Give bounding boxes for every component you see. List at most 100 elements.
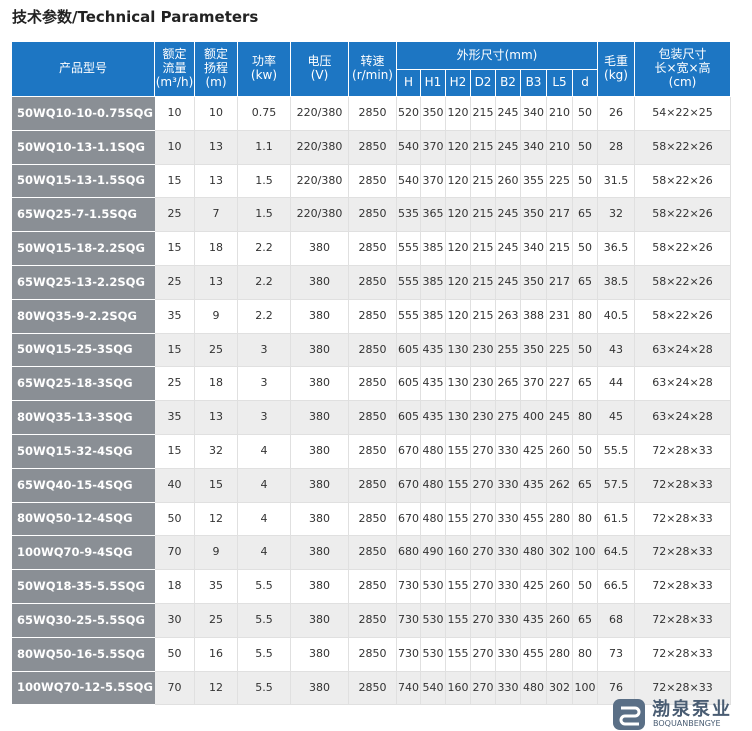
data-cell: 350 bbox=[521, 198, 547, 233]
data-cell: 555 bbox=[397, 232, 421, 266]
data-cell: 330 bbox=[496, 637, 521, 672]
data-cell: 730 bbox=[397, 570, 421, 604]
data-cell: 10 bbox=[155, 97, 195, 131]
data-cell: 2850 bbox=[349, 266, 397, 300]
data-cell: 380 bbox=[291, 367, 349, 402]
data-cell: 227 bbox=[547, 367, 573, 402]
data-cell: 5.5 bbox=[238, 604, 291, 638]
data-cell: 12 bbox=[195, 502, 238, 537]
data-cell: 605 bbox=[397, 333, 421, 368]
data-cell: 280 bbox=[547, 502, 573, 537]
data-cell: 4 bbox=[238, 468, 291, 503]
data-cell: 385 bbox=[421, 232, 446, 266]
data-cell: 4 bbox=[238, 536, 291, 571]
data-cell: 520 bbox=[397, 97, 421, 131]
data-cell: 230 bbox=[471, 333, 496, 368]
data-cell: 2850 bbox=[349, 435, 397, 469]
data-cell: 72×28×33 bbox=[635, 671, 731, 706]
data-cell: 61.5 bbox=[598, 502, 635, 537]
data-cell: 15 bbox=[155, 435, 195, 469]
data-cell: 50 bbox=[573, 333, 598, 368]
data-cell: 330 bbox=[496, 536, 521, 571]
data-cell: 28 bbox=[598, 130, 635, 165]
data-cell: 380 bbox=[291, 637, 349, 672]
header-cell: 额定 扬程 (m) bbox=[195, 42, 238, 97]
data-cell: 58×22×26 bbox=[635, 232, 731, 266]
data-cell: 302 bbox=[547, 671, 573, 706]
data-cell: 65 bbox=[573, 367, 598, 402]
model-cell: 100WQ70-9-4SQG bbox=[12, 536, 155, 571]
data-cell: 40 bbox=[155, 468, 195, 503]
data-cell: 2850 bbox=[349, 130, 397, 165]
data-cell: 455 bbox=[521, 637, 547, 672]
data-cell: 230 bbox=[471, 367, 496, 402]
data-cell: 535 bbox=[397, 198, 421, 233]
data-cell: 540 bbox=[397, 164, 421, 199]
data-cell: 58×22×26 bbox=[635, 164, 731, 199]
data-cell: 58×22×26 bbox=[635, 198, 731, 233]
data-cell: 388 bbox=[521, 299, 547, 334]
data-cell: 25 bbox=[195, 604, 238, 638]
data-cell: 455 bbox=[521, 502, 547, 537]
model-cell: 80WQ50-16-5.5SQG bbox=[12, 637, 155, 672]
header-text: 功率 bbox=[251, 54, 276, 69]
data-cell: 2850 bbox=[349, 604, 397, 638]
data-cell: 380 bbox=[291, 435, 349, 469]
data-cell: 72×28×33 bbox=[635, 536, 731, 571]
data-cell: 120 bbox=[446, 232, 471, 266]
data-cell: 265 bbox=[496, 367, 521, 402]
data-cell: 45 bbox=[598, 401, 635, 435]
model-cell: 50WQ15-18-2.2SQG bbox=[12, 232, 155, 266]
data-cell: 72×28×33 bbox=[635, 468, 731, 503]
subheader-cell: D2 bbox=[471, 70, 496, 97]
data-cell: 50 bbox=[573, 130, 598, 165]
data-cell: 530 bbox=[421, 570, 446, 604]
data-cell: 155 bbox=[446, 604, 471, 638]
data-cell: 155 bbox=[446, 570, 471, 604]
data-cell: 4 bbox=[238, 435, 291, 469]
data-cell: 3 bbox=[238, 401, 291, 435]
model-cell: 50WQ10-13-1.1SQG bbox=[12, 130, 155, 165]
data-cell: 2850 bbox=[349, 164, 397, 199]
data-cell: 32 bbox=[195, 435, 238, 469]
data-cell: 260 bbox=[547, 570, 573, 604]
data-cell: 2850 bbox=[349, 502, 397, 537]
data-cell: 80 bbox=[573, 637, 598, 672]
data-cell: 380 bbox=[291, 299, 349, 334]
header-text: (r/min) bbox=[352, 68, 393, 82]
data-cell: 38.5 bbox=[598, 266, 635, 300]
data-cell: 25 bbox=[155, 367, 195, 402]
data-cell: 255 bbox=[496, 333, 521, 368]
header-cell: 产品型号 bbox=[12, 42, 155, 97]
data-cell: 80 bbox=[573, 502, 598, 537]
data-cell: 435 bbox=[521, 604, 547, 638]
data-cell: 380 bbox=[291, 570, 349, 604]
data-cell: 13 bbox=[195, 266, 238, 300]
data-cell: 275 bbox=[496, 401, 521, 435]
data-cell: 435 bbox=[421, 333, 446, 368]
data-cell: 58×22×26 bbox=[635, 299, 731, 334]
data-cell: 18 bbox=[155, 570, 195, 604]
data-cell: 340 bbox=[521, 130, 547, 165]
data-cell: 9 bbox=[195, 299, 238, 334]
data-cell: 270 bbox=[471, 435, 496, 469]
data-cell: 425 bbox=[521, 435, 547, 469]
data-cell: 210 bbox=[547, 97, 573, 131]
data-cell: 50 bbox=[155, 502, 195, 537]
model-cell: 80WQ35-9-2.2SQG bbox=[12, 299, 155, 334]
data-cell: 270 bbox=[471, 570, 496, 604]
data-cell: 63×24×28 bbox=[635, 367, 731, 402]
data-cell: 54×22×25 bbox=[635, 97, 731, 131]
data-cell: 215 bbox=[471, 232, 496, 266]
model-cell: 50WQ15-25-3SQG bbox=[12, 333, 155, 368]
data-cell: 26 bbox=[598, 97, 635, 131]
data-cell: 120 bbox=[446, 130, 471, 165]
data-cell: 70 bbox=[155, 671, 195, 706]
data-cell: 100 bbox=[573, 671, 598, 706]
data-cell: 50 bbox=[573, 570, 598, 604]
data-cell: 270 bbox=[471, 536, 496, 571]
data-cell: 425 bbox=[521, 570, 547, 604]
data-cell: 68 bbox=[598, 604, 635, 638]
data-cell: 2850 bbox=[349, 232, 397, 266]
header-cell: 包装尺寸 长×宽×高 (cm) bbox=[635, 42, 731, 97]
